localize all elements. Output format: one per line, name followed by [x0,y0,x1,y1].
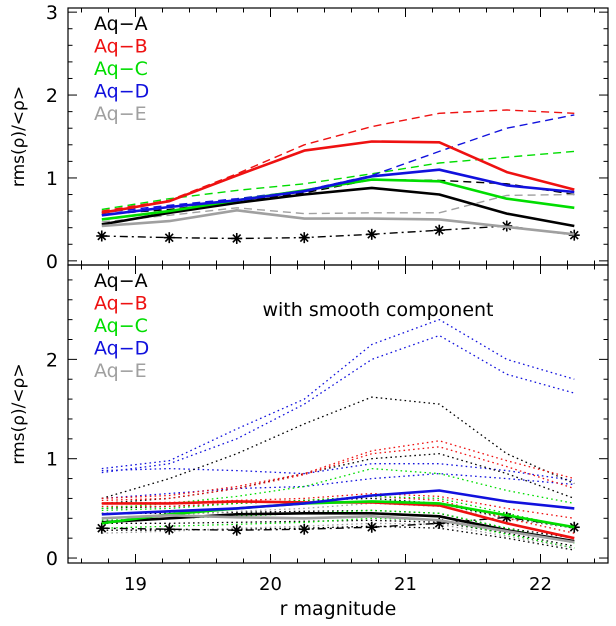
y-tick-label: 2 [46,85,58,107]
series-line [101,472,575,500]
y-tick-label: 1 [46,449,58,471]
legend-entry: Aq−B [94,36,148,58]
legend-entry: Aq−B [94,293,148,315]
series-line [101,492,575,519]
asterisk-marker [231,524,243,536]
y-axis-label: rms(ρ)/<ρ> [9,363,29,464]
legend-entry: Aq−D [94,338,149,360]
asterisk-marker [433,224,445,236]
series-line [101,516,575,531]
legend-entry: Aq−E [94,360,147,382]
asterisk-marker [231,232,243,244]
legend-entry: Aq−D [94,81,149,103]
series-line [101,509,575,539]
y-tick-label: 2 [46,349,58,371]
legend-entry: Aq−C [94,315,148,337]
top-panel: 0 1 2 3 rms(ρ)/<ρ> Aq−AAq−BAq−CAq−DAq−E [9,2,609,273]
y-tick-label: 1 [46,168,58,190]
legend-entry: Aq−C [94,58,148,80]
series-line [101,467,575,510]
asterisk-marker [163,523,175,535]
series-line [101,209,575,236]
y-tick-label: 0 [46,251,58,273]
x-axis-label: r magnitude [280,598,397,620]
legend-entry: Aq−A [94,270,148,292]
x-tick-label: 20 [259,574,282,595]
x-tick-label: 19 [124,574,147,595]
legend-entry: Aq−E [94,103,147,125]
series-line [101,513,575,544]
series-line [101,489,575,516]
series-line [101,318,575,470]
series-line [101,225,575,240]
series-line [101,396,575,500]
bottom-panel: 19 20 21 22 0 1 2 rms(ρ)/<ρ> r magnitude Aq−AAq−B… [9,264,609,620]
series-line [101,168,575,217]
plot-frame [67,264,609,564]
asterisk-marker [298,523,310,535]
series-line [101,522,575,549]
series-line [101,517,575,549]
series-line [101,186,575,228]
y-axis-label: rms(ρ)/<ρ> [9,86,29,187]
asterisk-marker [163,232,175,244]
asterisk-marker [366,228,378,240]
plot-frame [67,7,609,266]
series-line [101,509,575,544]
x-tick-label: 21 [394,574,417,595]
series-line [101,525,575,551]
y-tick-label: 3 [46,2,58,24]
series-line [101,193,575,223]
series-line [101,463,575,482]
series-line [101,500,575,529]
annotation-text: with smooth component [262,299,493,321]
asterisk-marker [366,521,378,533]
series-line [101,440,575,500]
series-line [101,446,575,502]
x-tick-label: 22 [529,574,552,595]
asterisk-marker [298,232,310,244]
asterisk-marker [96,230,108,242]
series-line [101,140,575,215]
series-line [101,511,575,543]
series-line [101,334,575,474]
asterisk-marker [96,522,108,534]
series-line [101,502,575,529]
legend-entry: Aq−A [94,13,148,35]
y-tick-label: 0 [46,548,58,570]
